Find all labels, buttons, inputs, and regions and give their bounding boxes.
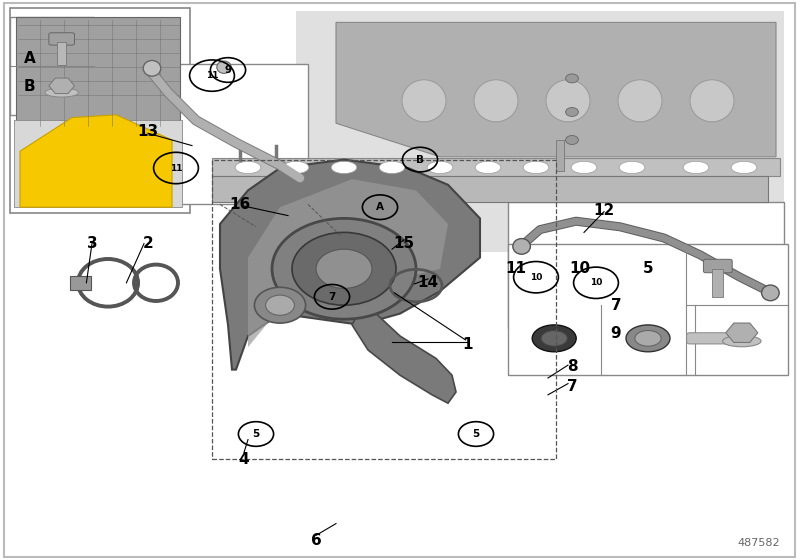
Text: B: B <box>416 155 424 165</box>
Text: 8: 8 <box>566 360 578 374</box>
Ellipse shape <box>722 335 761 347</box>
Circle shape <box>254 287 306 323</box>
Text: 14: 14 <box>418 276 438 290</box>
Text: 10: 10 <box>570 262 590 276</box>
Circle shape <box>272 218 416 319</box>
FancyBboxPatch shape <box>686 333 749 344</box>
Text: 5: 5 <box>642 262 654 276</box>
FancyBboxPatch shape <box>296 11 784 252</box>
Text: A: A <box>24 52 35 66</box>
Text: 16: 16 <box>230 197 250 212</box>
Ellipse shape <box>331 161 357 174</box>
Text: 11: 11 <box>170 164 182 172</box>
Text: 9: 9 <box>225 65 231 75</box>
Ellipse shape <box>762 285 779 301</box>
Ellipse shape <box>45 88 78 97</box>
Text: 487582: 487582 <box>738 538 780 548</box>
Text: B: B <box>24 80 35 94</box>
FancyBboxPatch shape <box>712 269 723 297</box>
Circle shape <box>316 249 372 288</box>
Ellipse shape <box>731 161 757 174</box>
Ellipse shape <box>283 161 309 174</box>
Ellipse shape <box>571 161 597 174</box>
Ellipse shape <box>541 330 567 346</box>
Text: 11: 11 <box>506 262 526 276</box>
Polygon shape <box>220 160 480 370</box>
Text: 9: 9 <box>610 326 622 340</box>
Text: 3: 3 <box>86 236 98 251</box>
Ellipse shape <box>683 161 709 174</box>
Text: 7: 7 <box>566 379 578 394</box>
Ellipse shape <box>475 161 501 174</box>
Ellipse shape <box>690 80 734 122</box>
Text: 5: 5 <box>472 429 480 439</box>
Ellipse shape <box>523 161 549 174</box>
FancyBboxPatch shape <box>4 3 795 557</box>
Polygon shape <box>248 179 448 347</box>
Circle shape <box>566 74 578 83</box>
FancyBboxPatch shape <box>212 176 768 202</box>
Ellipse shape <box>635 330 662 346</box>
Text: 7: 7 <box>328 292 336 302</box>
Text: 2: 2 <box>142 236 154 251</box>
Text: 5: 5 <box>252 429 260 439</box>
FancyBboxPatch shape <box>10 8 190 213</box>
Circle shape <box>266 295 294 315</box>
Polygon shape <box>336 22 776 157</box>
Ellipse shape <box>546 80 590 122</box>
Polygon shape <box>352 302 456 403</box>
Polygon shape <box>20 115 172 207</box>
FancyBboxPatch shape <box>14 120 182 207</box>
Ellipse shape <box>618 80 662 122</box>
FancyBboxPatch shape <box>70 276 91 290</box>
Ellipse shape <box>619 161 645 174</box>
Text: 13: 13 <box>138 124 158 139</box>
Text: 10: 10 <box>530 273 542 282</box>
Ellipse shape <box>626 325 670 352</box>
Text: 12: 12 <box>594 203 614 217</box>
Ellipse shape <box>427 161 453 174</box>
Ellipse shape <box>532 325 576 352</box>
Text: 7: 7 <box>610 298 622 312</box>
Ellipse shape <box>379 161 405 174</box>
Text: A: A <box>376 202 384 212</box>
Ellipse shape <box>474 80 518 122</box>
FancyBboxPatch shape <box>49 32 74 45</box>
Text: 4: 4 <box>238 452 250 466</box>
Text: 11: 11 <box>206 71 218 80</box>
FancyBboxPatch shape <box>703 259 732 273</box>
Circle shape <box>566 136 578 144</box>
Text: 15: 15 <box>394 236 414 251</box>
Ellipse shape <box>235 161 261 174</box>
FancyBboxPatch shape <box>508 244 788 375</box>
FancyBboxPatch shape <box>57 42 66 66</box>
Circle shape <box>292 232 396 305</box>
FancyBboxPatch shape <box>16 17 180 126</box>
Ellipse shape <box>143 60 161 76</box>
FancyBboxPatch shape <box>128 64 308 204</box>
FancyBboxPatch shape <box>10 17 94 115</box>
Ellipse shape <box>217 61 231 73</box>
Circle shape <box>566 108 578 116</box>
Text: 10: 10 <box>590 278 602 287</box>
Text: 1: 1 <box>462 337 474 352</box>
FancyBboxPatch shape <box>556 140 564 171</box>
Ellipse shape <box>402 80 446 122</box>
Text: 6: 6 <box>310 533 322 548</box>
FancyBboxPatch shape <box>508 202 784 328</box>
FancyBboxPatch shape <box>212 158 780 176</box>
Ellipse shape <box>513 239 530 254</box>
